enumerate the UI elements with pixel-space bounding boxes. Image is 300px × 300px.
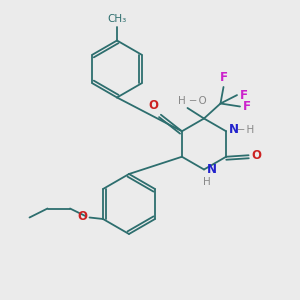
Text: N: N — [206, 163, 216, 176]
Text: O: O — [251, 149, 261, 162]
Text: O: O — [77, 209, 87, 223]
Text: F: F — [242, 100, 250, 113]
Text: F: F — [220, 71, 227, 84]
Text: ─ H: ─ H — [238, 125, 255, 135]
Text: O: O — [148, 99, 158, 112]
Text: F: F — [239, 88, 247, 102]
Text: ─ O: ─ O — [189, 96, 207, 106]
Text: N: N — [229, 123, 238, 136]
Text: H: H — [202, 177, 210, 187]
Text: CH₃: CH₃ — [107, 14, 127, 24]
Text: H: H — [178, 96, 186, 106]
